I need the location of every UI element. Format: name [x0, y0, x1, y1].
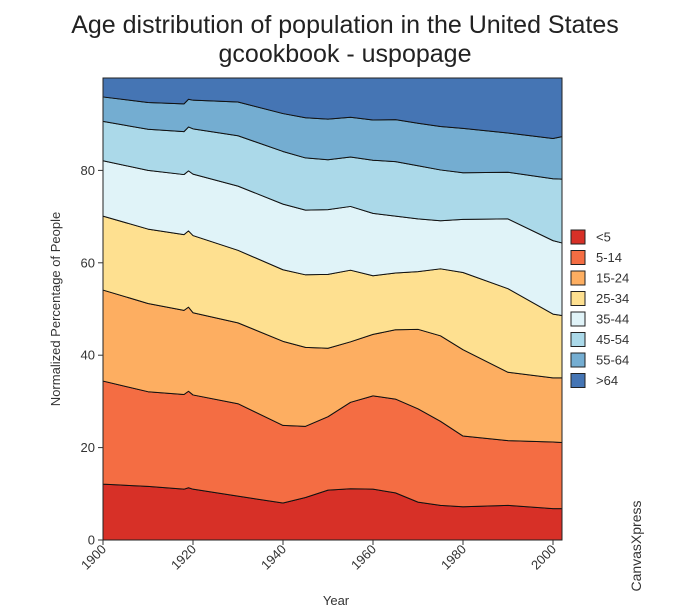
y-axis-ticks: 0 20 40 60 80 [81, 163, 103, 548]
legend-label-5: 45-54 [596, 332, 629, 347]
plot-frame [102, 77, 563, 541]
legend: <5 5-14 15-24 25-34 35-44 45-54 55-64 >64 [570, 229, 629, 388]
legend-swatch-7 [570, 373, 586, 388]
x-axis-ticks: 1900 1920 1940 1960 1980 2000 [78, 540, 559, 573]
canvasxpress-credit: CanvasXpress [628, 500, 644, 591]
chart-subtitle: gcookbook - uspopage [219, 40, 472, 68]
legend-label-2: 15-24 [596, 271, 629, 286]
legend-swatch-4 [570, 311, 586, 327]
y-tick-label: 60 [81, 255, 95, 270]
legend-swatch-2 [570, 270, 586, 286]
legend-swatch-3 [570, 291, 586, 306]
x-tick-label: 1920 [168, 542, 199, 573]
legend-swatch-1 [570, 250, 586, 265]
x-axis-label: Year [323, 593, 350, 608]
x-tick-label: 1940 [258, 542, 289, 573]
legend-label-3: 25-34 [596, 291, 629, 306]
legend-label-7: >64 [596, 373, 618, 388]
y-tick-label: 0 [88, 533, 95, 548]
area-series-group [102, 77, 563, 541]
y-tick-label: 40 [81, 348, 95, 363]
x-tick-label: 1960 [348, 542, 379, 573]
x-tick-label: 1980 [438, 542, 469, 573]
y-tick-label: 20 [81, 440, 95, 455]
x-tick-label: 1900 [78, 542, 109, 573]
legend-label-4: 35-44 [596, 312, 629, 327]
legend-label-6: 55-64 [596, 353, 629, 368]
y-axis-label: Normalized Percentage of People [48, 212, 63, 406]
legend-label-1: 5-14 [596, 250, 622, 265]
legend-swatch-6 [570, 352, 586, 368]
legend-swatch-0 [570, 229, 586, 245]
legend-swatch-5 [570, 332, 586, 347]
y-tick-label: 80 [81, 163, 95, 178]
legend-label-0: <5 [596, 230, 611, 245]
chart-title: Age distribution of population in the Un… [71, 11, 619, 39]
x-tick-label: 2000 [528, 542, 559, 573]
